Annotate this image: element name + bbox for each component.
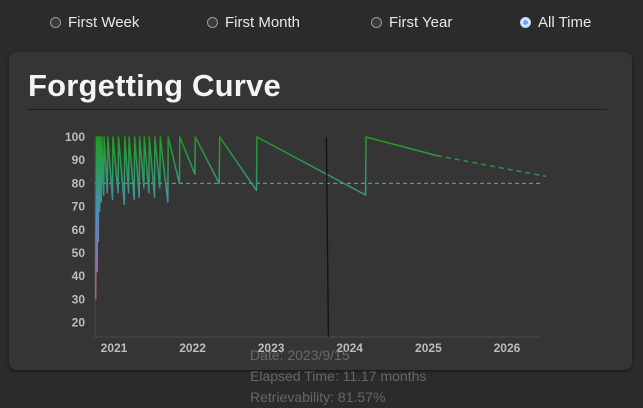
current-date-marker xyxy=(325,136,330,338)
chart-tooltip: Date: 2023/9/15 Elapsed Time: 11.17 mont… xyxy=(250,345,426,408)
x-tick-label: 2024 xyxy=(336,341,363,355)
radio-button-selected[interactable] xyxy=(520,17,531,28)
range-option-label: First Year xyxy=(389,14,453,31)
tooltip-retrievability: Retrievability: 81.57% xyxy=(250,389,386,405)
range-option-first-year[interactable]: First Year xyxy=(371,14,452,31)
range-option-first-month[interactable]: First Month xyxy=(207,14,300,31)
y-tick-label: 50 xyxy=(72,246,86,260)
x-tick-label: 2026 xyxy=(494,341,521,355)
range-option-all-time[interactable]: All Time xyxy=(520,14,591,31)
tooltip-elapsed: Elapsed Time: 11.17 months xyxy=(250,368,427,384)
range-option-label: All Time xyxy=(538,14,592,31)
radio-button[interactable] xyxy=(207,17,218,28)
card-title: Forgetting Curve xyxy=(28,68,281,103)
range-selector: First Week First Month First Year All Ti… xyxy=(0,0,643,46)
y-tick-label: 60 xyxy=(72,223,86,237)
y-tick-label: 20 xyxy=(72,316,86,330)
range-option-label: First Week xyxy=(68,14,140,31)
title-divider xyxy=(27,109,607,110)
retrievability-series-line xyxy=(94,136,438,300)
tooltip-date: Date: 2023/9/15 xyxy=(250,347,350,363)
forgetting-curve-card: Forgetting Curve xyxy=(9,52,632,370)
range-option-label: First Month xyxy=(225,14,301,31)
y-tick-label: 100 xyxy=(65,130,85,144)
range-option-first-week[interactable]: First Week xyxy=(50,14,139,31)
x-tick-label: 2022 xyxy=(179,341,206,355)
y-tick-label: 70 xyxy=(72,200,86,214)
y-tick-label: 30 xyxy=(72,292,86,306)
y-tick-label: 90 xyxy=(72,153,86,167)
radio-button[interactable] xyxy=(371,17,382,28)
radio-button[interactable] xyxy=(50,17,61,28)
y-tick-label: 40 xyxy=(72,269,86,283)
y-tick-label: 80 xyxy=(72,176,86,190)
x-tick-label: 2021 xyxy=(101,341,128,355)
predicted-series-line xyxy=(436,154,547,178)
x-tick-label: 2023 xyxy=(258,341,285,355)
x-tick-label: 2025 xyxy=(415,341,442,355)
